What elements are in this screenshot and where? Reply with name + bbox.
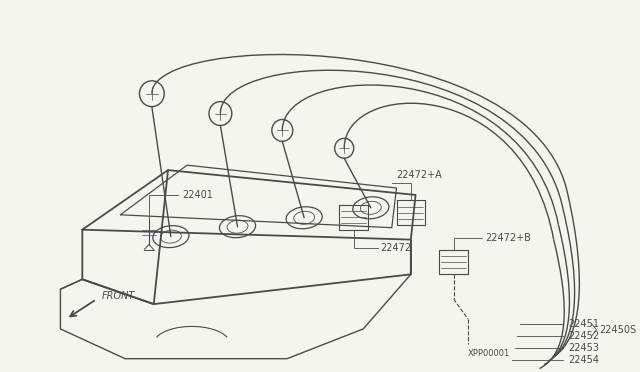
Text: FRONT: FRONT bbox=[101, 291, 134, 301]
Text: 22401: 22401 bbox=[182, 190, 213, 200]
Text: 22472+A: 22472+A bbox=[397, 170, 442, 180]
Text: 22454: 22454 bbox=[568, 355, 599, 365]
Text: 22472: 22472 bbox=[380, 243, 412, 253]
Text: 22450S: 22450S bbox=[599, 325, 637, 335]
Text: 22452: 22452 bbox=[568, 331, 599, 341]
Text: 22472+B: 22472+B bbox=[485, 232, 531, 243]
Text: 22453: 22453 bbox=[568, 343, 599, 353]
Text: 22451: 22451 bbox=[568, 319, 599, 329]
Text: XPP00001: XPP00001 bbox=[468, 349, 510, 358]
